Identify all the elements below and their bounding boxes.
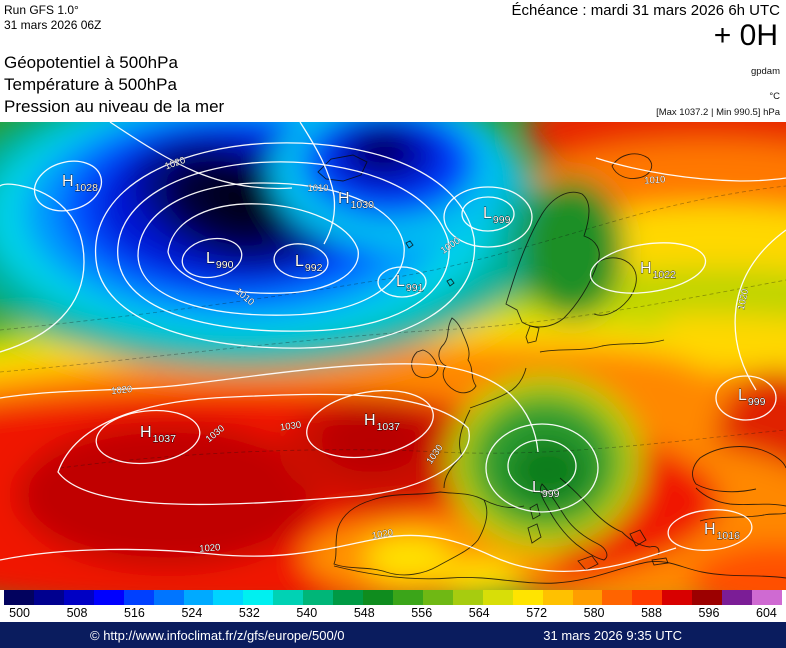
colorbar-cell	[692, 590, 723, 605]
color-field	[0, 122, 786, 590]
colorbar-label: 556	[411, 606, 433, 620]
colorbar-label: 572	[526, 606, 548, 620]
colorbar-cell	[392, 590, 423, 605]
title-geopotential: Géopotentiel à 500hPa	[4, 53, 178, 72]
isobar-label: 1030	[279, 420, 301, 434]
colorbar-label: 548	[353, 606, 375, 620]
pressure-center: L992	[295, 253, 323, 274]
colorbar-label: 580	[583, 606, 605, 620]
colorbar-label: 532	[238, 606, 260, 620]
isobar-label: 1020	[199, 542, 221, 554]
colorbar-cell	[183, 590, 214, 605]
run-info: Run GFS 1.0° 31 mars 2026 06Z	[4, 3, 101, 33]
pressure-centers: H1028 H1030 L990 L992 L991 L999 H1022 H1…	[62, 173, 766, 543]
generation-datetime: 31 mars 2026 9:35 UTC	[543, 627, 682, 643]
isobar-label: 1010	[307, 183, 328, 194]
isobar-label: 1010	[644, 174, 666, 186]
colorbar-cell	[153, 590, 184, 605]
colorbar-label: 516	[124, 606, 145, 620]
run-date: 31 mars 2026 06Z	[4, 18, 102, 32]
pressure-center: L990	[206, 250, 234, 271]
pressure-center: L999	[532, 479, 560, 500]
colorbar-cell	[752, 590, 782, 605]
unit-gpdam: gpdam	[750, 66, 780, 77]
colorbar-cell	[602, 590, 633, 605]
pressure-minmax: [Max 1037.2 | Min 990.5] hPa	[656, 107, 780, 118]
colorbar-label: 524	[181, 606, 203, 620]
isobar-label: 1020	[371, 527, 394, 542]
colorbar-labels: 500 508 516 524 532 540 548 556 564 572 580 588 596 6…	[4, 605, 782, 622]
pressure-center: H1016	[704, 521, 740, 542]
colorbar-cell	[632, 590, 663, 605]
colorbar-cell	[213, 590, 244, 605]
colorbar-cell	[722, 590, 753, 605]
pressure-center: H1037	[364, 412, 400, 433]
colorbar-cell	[452, 590, 483, 605]
pressure-center: L999	[738, 387, 766, 408]
colorbar-label: 596	[698, 606, 720, 620]
colorbar: 500 508 516 524 532 540 548 556 564 572 580 588 596 6…	[0, 590, 786, 622]
colorbar-cell	[4, 590, 34, 605]
colorbar-cell	[93, 590, 124, 605]
colorbar-cells	[4, 590, 782, 605]
map-area: 1020 1010 1010 1000 1020 1030 1030 1030 …	[0, 122, 786, 590]
forecast-validity: Échéance : mardi 31 mars 2026 6h UTC	[511, 2, 780, 19]
colorbar-label: 508	[66, 606, 88, 620]
colorbar-label: 588	[641, 606, 662, 620]
colorbar-cell	[512, 590, 543, 605]
colorbar-cell	[243, 590, 274, 605]
colorbar-label: 604	[756, 606, 777, 620]
temperature-contours	[0, 185, 786, 469]
title-temperature: Température à 500hPa	[4, 75, 177, 94]
pressure-center: H1022	[640, 260, 676, 281]
isobars	[0, 122, 786, 572]
units-block: gpdam °C [Max 1037.2 | Min 990.5] hPa	[656, 66, 780, 118]
pressure-center: H1037	[140, 424, 176, 445]
pressure-center: H1028	[62, 173, 98, 194]
colorbar-label: 564	[468, 606, 490, 620]
colorbar-cell	[33, 590, 64, 605]
weather-map: 1020 1010 1010 1000 1020 1030 1030 1030 …	[0, 122, 786, 590]
colorbar-cell	[303, 590, 334, 605]
colorbar-cell	[273, 590, 304, 605]
colorbar-label: 540	[296, 606, 318, 620]
pressure-center: L999	[483, 205, 511, 226]
header: Run GFS 1.0° 31 mars 2026 06Z Échéance :…	[0, 0, 786, 122]
isobar-label: 1020	[111, 384, 133, 397]
colorbar-cell	[333, 590, 364, 605]
chart-titles: Géopotentiel à 500hPa Température à 500h…	[4, 52, 224, 118]
isobar-label: 1020	[736, 288, 751, 311]
coastlines	[317, 153, 786, 584]
colorbar-cell	[422, 590, 453, 605]
pressure-center: L991	[396, 273, 424, 294]
run-model: Run GFS 1.0°	[4, 3, 79, 17]
colorbar-cell	[662, 590, 693, 605]
colorbar-cell	[63, 590, 94, 605]
colorbar-cell	[482, 590, 513, 605]
colorbar-cell	[363, 590, 393, 605]
colorbar-cell	[123, 590, 154, 605]
title-pressure: Pression au niveau de la mer	[4, 97, 225, 116]
colorbar-label: 500	[9, 606, 30, 620]
unit-celsius: °C	[769, 91, 780, 102]
pressure-center: H1030	[338, 190, 374, 211]
colorbar-cell	[572, 590, 603, 605]
copyright-link[interactable]: © http://www.infoclimat.fr/z/gfs/europe/…	[90, 627, 345, 643]
forecast-step: + 0H	[713, 19, 778, 52]
footer-bar: © http://www.infoclimat.fr/z/gfs/europe/…	[0, 622, 786, 648]
colorbar-cell	[542, 590, 573, 605]
